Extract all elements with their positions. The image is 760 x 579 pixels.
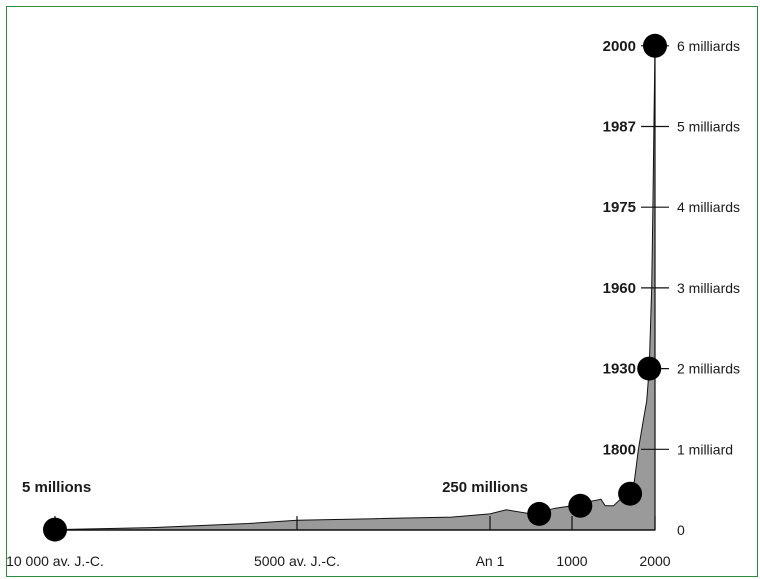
y-tick-label: 4 milliards: [677, 199, 740, 215]
x-tick-label: 1000: [556, 553, 587, 569]
y-tick-label: 2 milliards: [677, 361, 740, 377]
population-area: [54, 45, 656, 531]
y-tick-label: 5 milliards: [677, 119, 740, 135]
data-point-marker: [643, 33, 667, 58]
annotation-label: 250 millions: [442, 479, 528, 496]
x-tick-label: 10 000 av. J.-C.: [6, 553, 104, 569]
data-point-marker: [43, 517, 67, 542]
x-tick-label: An 1: [476, 553, 505, 569]
data-point-marker: [527, 501, 552, 526]
marker-layer: [43, 33, 667, 542]
area-layer: [54, 45, 656, 531]
y-tick-label: 0: [677, 522, 685, 538]
chart-frame: [6, 6, 758, 577]
data-point-marker: [637, 356, 662, 381]
annotation-label: 5 millions: [22, 479, 91, 496]
y-year-label: 1975: [603, 199, 636, 216]
data-point-marker: [568, 493, 593, 518]
x-tick-label: 2000: [639, 553, 670, 569]
data-point-marker: [618, 481, 643, 506]
y-year-label: 1987: [603, 119, 636, 136]
y-tick-label: 6 milliards: [677, 38, 740, 54]
y-year-label: 2000: [603, 38, 636, 55]
y-year-label: 1800: [603, 441, 636, 458]
y-tick-label: 3 milliards: [677, 280, 740, 296]
y-tick-label: 1 milliard: [677, 441, 733, 457]
y-year-label: 1960: [603, 280, 636, 297]
axis-layer: [54, 45, 669, 531]
label-layer: 10 000 av. J.-C. 5000 av. J.-C. An 1 1000 20…: [6, 38, 740, 569]
y-year-label: 1930: [603, 361, 636, 378]
x-tick-label: 5000 av. J.-C.: [254, 553, 340, 569]
